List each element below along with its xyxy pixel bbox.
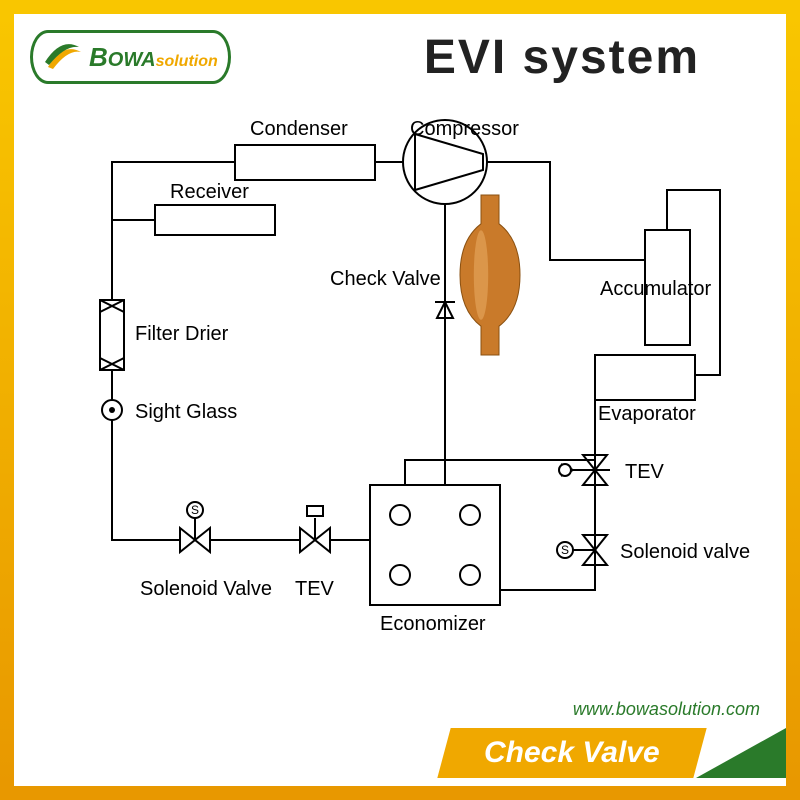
- footer-triangle-icon: [696, 728, 786, 778]
- footer-product-label: Check Valve: [438, 728, 707, 778]
- svg-text:S: S: [191, 503, 199, 517]
- svg-text:Economizer: Economizer: [380, 613, 486, 635]
- svg-text:Accumulator: Accumulator: [600, 278, 711, 300]
- svg-text:Check Valve: Check Valve: [330, 268, 441, 290]
- schematic-canvas: Condenser Compressor Receiver Filter Drier S…: [40, 90, 760, 670]
- svg-text:Solenoid Valve: Solenoid Valve: [140, 578, 272, 600]
- svg-text:TEV: TEV: [625, 461, 665, 483]
- logo-main: OWA: [108, 49, 156, 71]
- logo-swoosh-icon: [43, 37, 83, 77]
- svg-text:Condenser: Condenser: [250, 118, 348, 140]
- brand-url: www.bowasolution.com: [573, 699, 760, 720]
- svg-text:Compressor: Compressor: [410, 118, 519, 140]
- svg-text:S: S: [561, 543, 569, 557]
- footer-label-text: Check Valve: [484, 736, 660, 770]
- schematic-svg: Condenser Compressor Receiver Filter Drier S…: [40, 90, 760, 670]
- svg-text:Sight Glass: Sight Glass: [135, 401, 237, 423]
- logo-suffix: solution: [156, 53, 218, 70]
- svg-text:Evaporator: Evaporator: [598, 403, 696, 425]
- brand-logo: BOWAsolution: [30, 30, 231, 84]
- logo-text: BOWAsolution: [89, 42, 218, 73]
- check-valve-product-icon: [460, 195, 520, 355]
- logo-prefix: B: [89, 42, 108, 72]
- svg-text:Solenoid valve: Solenoid valve: [620, 541, 750, 563]
- svg-text:Filter Drier: Filter Drier: [135, 323, 229, 345]
- svg-text:TEV: TEV: [295, 578, 335, 600]
- svg-text:Receiver: Receiver: [170, 181, 249, 203]
- diagram-title: EVI system: [424, 30, 700, 85]
